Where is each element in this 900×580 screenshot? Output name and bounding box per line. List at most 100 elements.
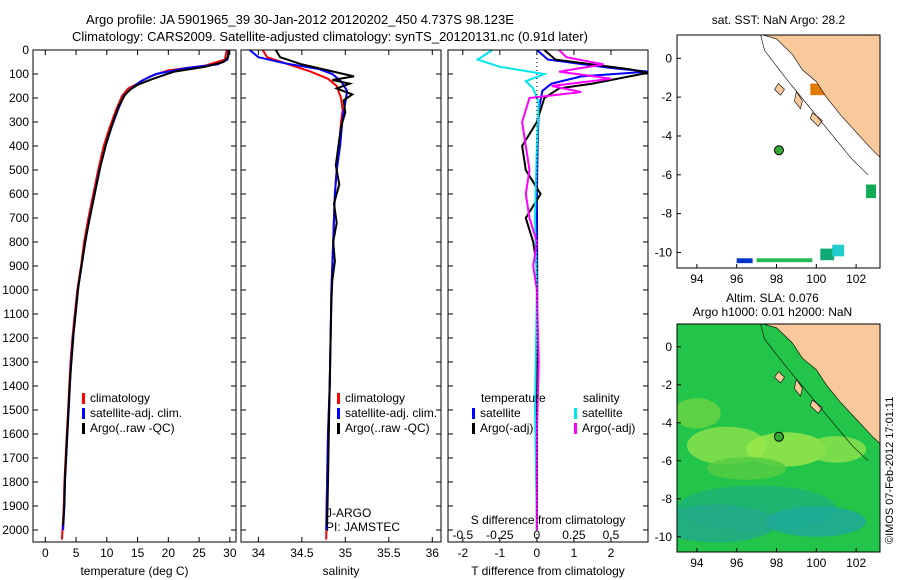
diff-xlabel-top: S difference from climatology bbox=[471, 513, 626, 527]
diff-top-tick-label: 0.5 bbox=[603, 528, 620, 542]
diff-legend-label: satellite bbox=[480, 406, 521, 420]
temperature-ytick-label: 1500 bbox=[2, 403, 29, 417]
sla_map-ytick-label: 0 bbox=[665, 340, 672, 354]
sst-patch bbox=[756, 258, 813, 263]
diff-top-tick-label: 0.25 bbox=[562, 528, 586, 542]
temperature-legend-swatch bbox=[82, 423, 85, 434]
salinity-legend-swatch bbox=[337, 408, 340, 419]
temperature-ytick-label: 800 bbox=[9, 235, 29, 249]
temperature-legend-label: satellite-adj. clim. bbox=[90, 406, 182, 420]
sst_map-ytick-label: -4 bbox=[661, 129, 672, 143]
sla_map-ytick-label: -4 bbox=[661, 416, 672, 430]
temperature-ytick-label: 200 bbox=[9, 91, 29, 105]
temperature-legend-label: climatology bbox=[90, 391, 150, 405]
sst_map-xtick-label: 100 bbox=[806, 272, 826, 286]
salinity-legend-label: Argo(..raw -QC) bbox=[345, 421, 430, 435]
differences-xtick-label: 2 bbox=[608, 546, 615, 560]
diff-legend-title-salinity: salinity bbox=[583, 391, 620, 405]
differences-series-1 bbox=[521, 50, 648, 530]
sla_map-xtick-label: 102 bbox=[846, 556, 866, 570]
differences-xtick-label: 1 bbox=[571, 546, 578, 560]
sla-map-island bbox=[809, 399, 823, 414]
sst_map-ytick-label: -10 bbox=[655, 245, 673, 259]
sla-map-title: Altim. SLA: 0.076 bbox=[726, 291, 819, 305]
sla_map-frame bbox=[676, 323, 881, 553]
temperature-ytick-label: 100 bbox=[9, 67, 29, 81]
salinity-xtick-label: 35 bbox=[339, 546, 353, 560]
sst-map-island bbox=[774, 83, 785, 96]
sla_map-ytick-label: -2 bbox=[661, 378, 672, 392]
temperature-ytick-label: 500 bbox=[9, 163, 29, 177]
sla_map-argo-marker bbox=[773, 431, 784, 442]
temperature-ytick-label: 2000 bbox=[2, 523, 29, 537]
diff-legend-label: satellite bbox=[582, 406, 623, 420]
sla-blob bbox=[677, 504, 777, 543]
salinity-panel: 34 34.5 35 35.5 36 salinity climatologysatelli… bbox=[240, 49, 442, 578]
temperature-ytick-label: 700 bbox=[9, 211, 29, 225]
sst_map-ytick-label: -8 bbox=[661, 207, 672, 221]
temperature-ytick-label: 1100 bbox=[3, 307, 29, 321]
diff-top-tick-label: -0.5 bbox=[452, 528, 473, 542]
sst_map-xtick-label: 102 bbox=[846, 272, 866, 286]
temperature-ytick-label: 1400 bbox=[2, 379, 29, 393]
salinity-legend-swatch bbox=[337, 393, 340, 404]
sla_map-ytick-label: -6 bbox=[661, 454, 672, 468]
differences-series-2 bbox=[475, 50, 549, 531]
differences-frame bbox=[447, 49, 649, 543]
temperature-ytick-label: 900 bbox=[9, 259, 29, 273]
temperature-frame bbox=[32, 49, 237, 543]
diff-legend-title-temperature: temperature bbox=[481, 391, 546, 405]
sla_map-xtick-label: 96 bbox=[730, 556, 744, 570]
temperature-xlabel: temperature (deg C) bbox=[80, 564, 188, 578]
sla-map-subtitle: Argo h1000: 0.01 h2000: NaN bbox=[693, 305, 852, 319]
differences-panel: -2 -1 0 1 2 T difference from climatology temp… bbox=[447, 49, 649, 578]
salinity-frame bbox=[240, 49, 442, 543]
sst_map-ytick-label: 0 bbox=[665, 51, 672, 65]
temperature-ytick-label: 1700 bbox=[2, 451, 29, 465]
sst-patch bbox=[820, 248, 835, 261]
sst-map-island bbox=[809, 112, 823, 127]
temperature-xtick-label: 20 bbox=[162, 546, 176, 560]
temperature-xtick-label: 25 bbox=[192, 546, 206, 560]
temperature-xtick-label: 10 bbox=[100, 546, 114, 560]
salinity-legend-swatch bbox=[337, 423, 340, 434]
temperature-series-0 bbox=[60, 50, 228, 540]
sst-patch bbox=[736, 258, 753, 264]
differences-xtick-label: -1 bbox=[495, 546, 506, 560]
annotation-pi: PI: JAMSTEC bbox=[326, 520, 400, 534]
salinity-xtick-label: 34.5 bbox=[290, 546, 314, 560]
sla-map-island bbox=[774, 371, 785, 384]
temperature-ytick-label: 300 bbox=[9, 115, 29, 129]
differences-xlabel: T difference from climatology bbox=[471, 564, 625, 578]
sla_map-xtick-label: 100 bbox=[806, 556, 826, 570]
salinity-xtick-label: 34 bbox=[252, 546, 266, 560]
diff-legend-label: Argo(-adj) bbox=[582, 421, 635, 435]
sla_map-ytick-label: -8 bbox=[661, 492, 672, 506]
temperature-legend-swatch bbox=[82, 393, 85, 404]
sst-map-contour bbox=[760, 35, 869, 176]
temperature-xtick-label: 5 bbox=[73, 546, 80, 560]
sst_map-frame bbox=[676, 34, 881, 269]
temperature-xtick-label: 30 bbox=[223, 546, 237, 560]
temperature-legend-label: Argo(..raw -QC) bbox=[90, 421, 175, 435]
sla-blob bbox=[766, 506, 867, 537]
sla-blob bbox=[686, 426, 767, 465]
diff-legend-swatch bbox=[574, 408, 577, 419]
temperature-xtick-label: 15 bbox=[131, 546, 145, 560]
sla-blob bbox=[706, 457, 787, 480]
sst_map-xtick-label: 94 bbox=[690, 272, 704, 286]
temperature-series-2 bbox=[62, 50, 231, 526]
sst_map-xtick-label: 96 bbox=[730, 272, 744, 286]
differences-xtick-label: -2 bbox=[457, 546, 468, 560]
salinity-xtick-label: 36 bbox=[426, 546, 440, 560]
sla_map-panel: 94 96 98 100 102 0 -2 -4 -6 -8 -10 Altim. SLA: 0.07… bbox=[655, 291, 881, 570]
sla-map-contour bbox=[760, 324, 869, 462]
diff-legend-swatch bbox=[574, 423, 577, 434]
temperature-ytick-label: 1800 bbox=[2, 475, 29, 489]
sla_map-xtick-label: 94 bbox=[690, 556, 704, 570]
temperature-series-1 bbox=[62, 50, 230, 531]
temperature-ytick-label: 1300 bbox=[2, 355, 29, 369]
temperature-xtick-label: 0 bbox=[42, 546, 49, 560]
sla_map-xtick-label: 98 bbox=[770, 556, 784, 570]
